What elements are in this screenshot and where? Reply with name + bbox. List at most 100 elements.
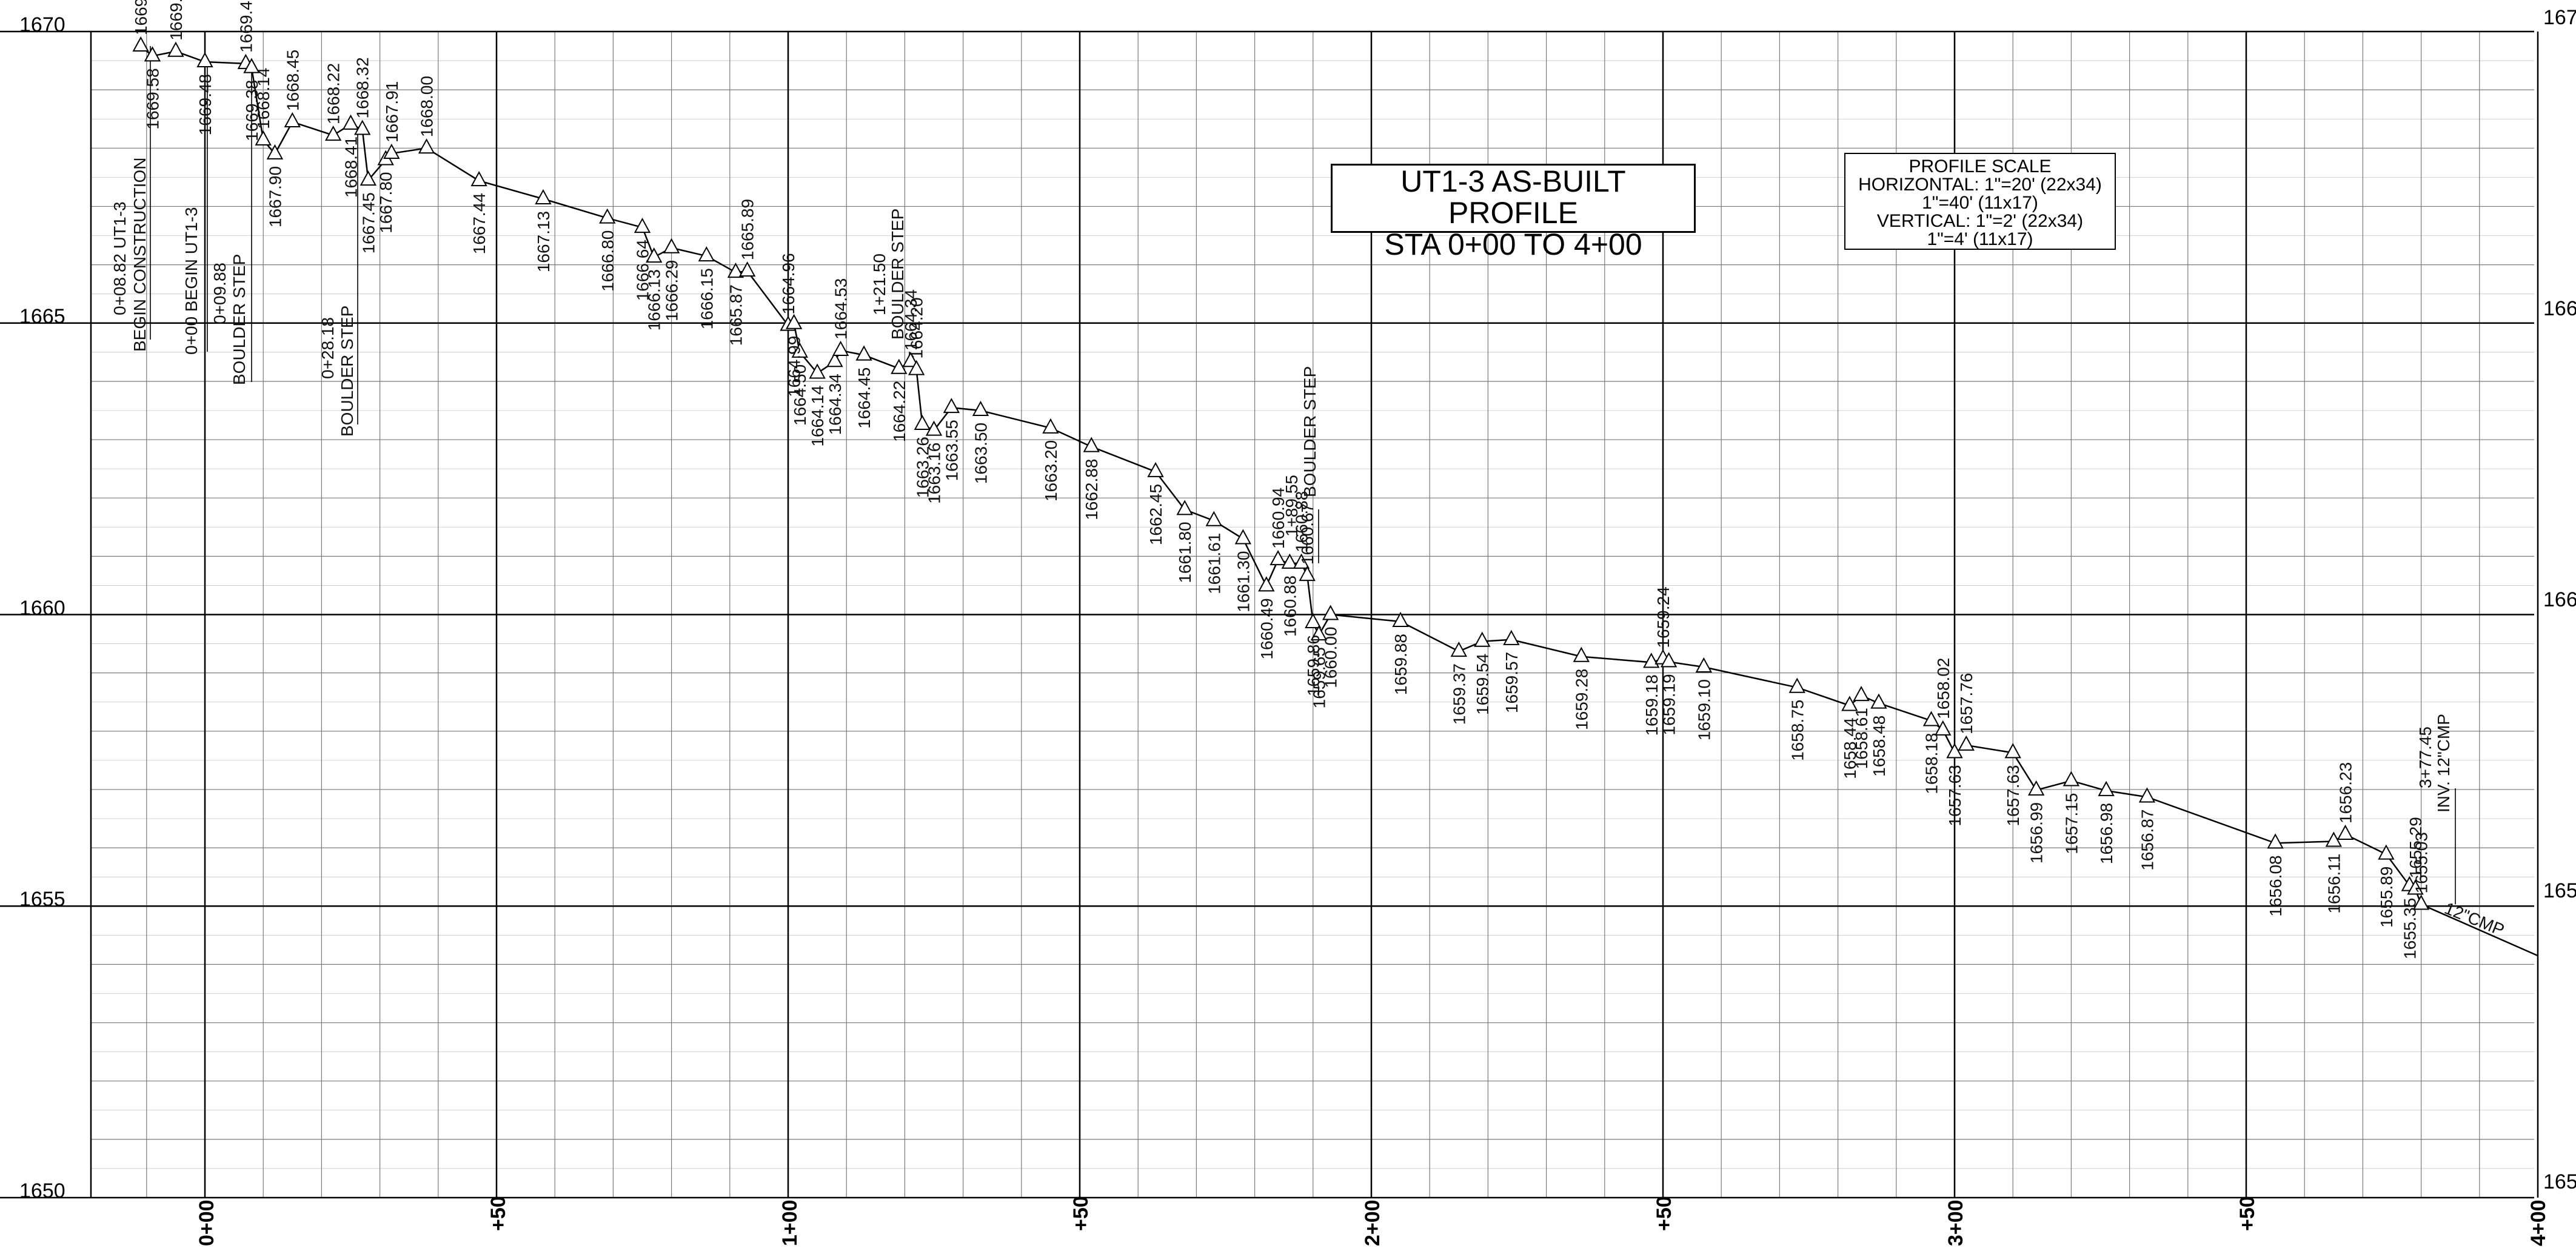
point-elevation-label: 1662.45 xyxy=(1146,484,1165,545)
survey-point-marker xyxy=(1147,461,1164,477)
point-elevation-label: 1665.87 xyxy=(726,284,745,346)
point-elevation-label: 1661.80 xyxy=(1176,522,1194,583)
point-elevation-label: 1659.19 xyxy=(1660,674,1679,735)
point-elevation-label: 1659.37 xyxy=(1450,663,1468,725)
point-elevation-label: 1664.20 xyxy=(908,297,926,358)
station-label-0-50: +50 xyxy=(487,1196,510,1231)
point-elevation-label: 1668.32 xyxy=(353,57,372,118)
station-label-4-00: 4+00 xyxy=(2527,1199,2550,1246)
survey-point-marker xyxy=(1293,553,1310,569)
point-elevation-label: 1658.02 xyxy=(1934,658,1953,719)
point-elevation-label: 1660.88 xyxy=(1293,491,1311,552)
callout-leaders xyxy=(150,46,2456,905)
survey-point-marker xyxy=(1305,612,1322,628)
survey-point-marker xyxy=(470,171,487,187)
survey-point-marker xyxy=(902,352,919,367)
survey-point-marker xyxy=(255,130,272,146)
elev-label-1660-left: 1660 xyxy=(19,597,65,620)
elev-label-1665-left: 1665 xyxy=(19,305,65,328)
point-elevation-label: 1667.13 xyxy=(534,211,553,272)
point-elevation-label: 1655.89 xyxy=(2377,867,2396,928)
point-elevation-label: 1664.53 xyxy=(832,278,851,340)
point-elevation-label: 1661.61 xyxy=(1205,533,1223,594)
point-elevation-label: 1661.30 xyxy=(1234,551,1253,612)
point-elevation-label: 1664.34 xyxy=(902,289,920,350)
survey-point-marker xyxy=(535,189,552,204)
point-elevation-label: 1666.29 xyxy=(663,260,681,321)
survey-point-marker xyxy=(908,360,925,375)
station-label-1-50: +50 xyxy=(1069,1196,1092,1231)
elev-label-1670-left: 1670 xyxy=(19,13,65,36)
callout-boulder-step-2: BOULDER STEP xyxy=(338,306,356,437)
callout-cmp-sta: 3+77.45 xyxy=(2416,726,2435,788)
survey-point-marker xyxy=(383,143,400,159)
point-elevation-label: 1668.22 xyxy=(324,63,343,124)
survey-point-marker xyxy=(826,352,843,367)
point-elevation-label: 1659.54 xyxy=(1473,654,1492,715)
point-elevation-label: 1667.45 xyxy=(359,192,378,253)
point-elevation-label: 1659.88 xyxy=(1391,634,1410,695)
point-elevation-label: 1667.91 xyxy=(383,81,401,143)
survey-point-marker xyxy=(785,314,803,329)
callout-boulder-step-4: BOULDER STEP xyxy=(1300,366,1319,497)
survey-point-marker xyxy=(2378,844,2395,860)
point-elevation-label: 1658.18 xyxy=(1922,733,1941,794)
survey-point-marker xyxy=(698,246,715,262)
survey-point-marker xyxy=(1299,565,1316,582)
survey-point-marker xyxy=(196,52,213,67)
point-elevation-label: 1659.18 xyxy=(1642,674,1661,736)
point-elevation-label: 1666.64 xyxy=(634,240,652,301)
elev-label-1650-right: 1650 xyxy=(2543,1170,2576,1193)
callout-boulder-step-3: BOULDER STEP xyxy=(888,209,907,340)
survey-point-marker xyxy=(914,414,931,431)
survey-point-marker xyxy=(2098,780,2115,796)
point-elevation-label: 1656.23 xyxy=(2337,762,2355,823)
survey-point-marker xyxy=(738,261,756,277)
survey-point-marker xyxy=(925,420,943,436)
station-label-2-00: 2+00 xyxy=(1361,1199,1384,1246)
callout-boulder-step-2-sta: 0+28.18 xyxy=(318,317,337,379)
point-elevation-label: 1668.41 xyxy=(342,136,361,198)
point-elevation-label: 1660.94 xyxy=(1269,488,1288,549)
point-elevation-label: 1655.03 xyxy=(2412,832,2431,893)
survey-point-marker xyxy=(324,126,342,141)
survey-point-marker xyxy=(1841,696,1858,711)
profile-subtitle: STA 0+00 TO 4+00 xyxy=(1384,227,1642,261)
survey-point-marker xyxy=(2138,787,2156,803)
survey-point-marker xyxy=(1788,677,1805,693)
point-elevation-label: 1664.50 xyxy=(791,364,809,426)
callout-boulder-step-3-sta: 1+21.50 xyxy=(870,253,889,315)
elev-label-1655-right: 1655 xyxy=(2543,879,2576,902)
survey-point-marker xyxy=(1660,652,1678,668)
survey-point-marker xyxy=(599,208,616,224)
survey-point-marker xyxy=(418,138,435,154)
point-elevation-label: 1669.58 xyxy=(143,68,162,129)
point-elevation-label: 1663.26 xyxy=(913,437,932,498)
point-elevation-label: 1667.90 xyxy=(266,166,284,227)
survey-point-marker xyxy=(360,170,377,186)
major-grid xyxy=(0,30,2539,1199)
point-elevation-label: 1658.48 xyxy=(1870,716,1889,777)
point-elevation-label: 1663.16 xyxy=(925,443,944,504)
elev-label-1665-right: 1665 xyxy=(2543,297,2576,320)
survey-point-marker xyxy=(1946,743,1963,759)
survey-point-marker xyxy=(1258,576,1275,592)
elev-label-1660-right: 1660 xyxy=(2543,588,2576,611)
scale-horizontal-small: 1"=40' (11x17) xyxy=(1922,193,2038,213)
point-elevation-label: 1659.65 xyxy=(1310,647,1328,708)
survey-point-marker xyxy=(2407,879,2424,895)
survey-point-marker xyxy=(2412,894,2430,910)
station-label-2-50: +50 xyxy=(1653,1196,1676,1231)
callout-boulder-step-4-sta: 1+89.55 xyxy=(1282,475,1301,537)
point-elevation-label: 1659.10 xyxy=(1694,679,1713,740)
survey-point-marker xyxy=(634,217,651,233)
point-elevation-label: 1666.15 xyxy=(697,268,716,329)
survey-point-marker xyxy=(1310,625,1328,641)
point-elevation-label: 1669.66 xyxy=(167,0,186,41)
station-label-1-00: 1+00 xyxy=(778,1199,801,1246)
elev-label-1655-left: 1655 xyxy=(19,888,65,911)
point-elevation-label: 1659.86 xyxy=(1304,635,1323,696)
survey-point-marker xyxy=(1450,641,1467,657)
profile-title: UT1-3 AS-BUILT PROFILE xyxy=(1400,164,1626,230)
survey-point-marker xyxy=(2062,771,2080,786)
